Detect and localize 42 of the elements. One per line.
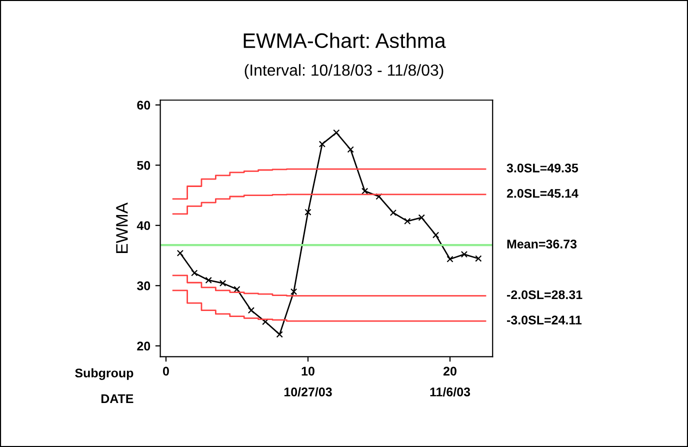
x2-tick-label: 11/6/03 bbox=[430, 387, 470, 397]
series-label: 3.0SL=49.35 bbox=[506, 164, 578, 172]
x2-axis-title: DATE bbox=[101, 394, 134, 403]
chart-title: EWMA-Chart: Asthma bbox=[244, 32, 446, 48]
point bbox=[205, 276, 212, 284]
y-tick-label: 60 bbox=[137, 100, 150, 110]
y-axis-title: EWMA bbox=[116, 202, 128, 253]
x-tick-label: 0 bbox=[163, 366, 169, 376]
point bbox=[276, 331, 283, 338]
ref-line-label: Mean=36.73 bbox=[507, 240, 577, 248]
point bbox=[234, 286, 240, 293]
point bbox=[304, 208, 312, 216]
y-tick-label: 40 bbox=[136, 221, 150, 230]
point bbox=[390, 209, 397, 216]
chart-subtitle: (Interval: 10/18/03 - 11/8/03) bbox=[244, 64, 444, 79]
point bbox=[418, 214, 425, 221]
series-label: -3.0SL=24.11 bbox=[506, 316, 582, 324]
point bbox=[333, 129, 340, 136]
point bbox=[361, 188, 368, 194]
point bbox=[290, 288, 298, 295]
point bbox=[219, 280, 226, 287]
point bbox=[432, 232, 440, 238]
point bbox=[446, 256, 454, 262]
point bbox=[347, 146, 354, 153]
point bbox=[248, 306, 255, 314]
series-label: -2.0SL=28.31 bbox=[506, 290, 582, 300]
point bbox=[475, 255, 482, 262]
x2-tick-label: 10/27/03 bbox=[284, 387, 332, 397]
point bbox=[404, 218, 411, 225]
point bbox=[460, 250, 468, 258]
series-label: 2.0SL=45.14 bbox=[506, 188, 578, 198]
point bbox=[376, 193, 382, 200]
point bbox=[318, 140, 326, 148]
point bbox=[176, 250, 184, 256]
point bbox=[191, 270, 198, 276]
y-tick-label: 20 bbox=[137, 342, 150, 351]
x-axis-title: Subgroup bbox=[75, 368, 134, 380]
x-tick-label: 10 bbox=[302, 366, 314, 376]
point bbox=[262, 318, 269, 326]
y-tick-label: 50 bbox=[137, 160, 150, 170]
x-tick-label: 20 bbox=[443, 366, 456, 376]
y-tick-label: 30 bbox=[136, 281, 150, 290]
